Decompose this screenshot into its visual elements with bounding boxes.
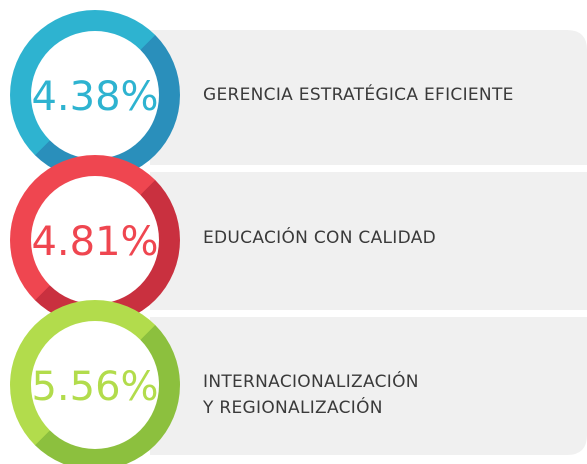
value: 4.38% — [31, 74, 158, 120]
value: 4.81% — [31, 219, 158, 265]
panel — [150, 317, 587, 455]
ring-inner — [31, 176, 159, 304]
label: INTERNACIONALIZACIÓN — [203, 370, 419, 392]
panel — [150, 30, 587, 165]
ring-inner — [31, 31, 159, 159]
label: GERENCIA ESTRATÉGICA EFICIENTE — [203, 83, 514, 105]
label: Y REGIONALIZACIÓN — [202, 396, 383, 418]
panel — [150, 172, 587, 310]
ring-inner — [31, 321, 159, 449]
value: 5.56% — [31, 364, 158, 410]
label: EDUCACIÓN CON CALIDAD — [203, 226, 436, 248]
